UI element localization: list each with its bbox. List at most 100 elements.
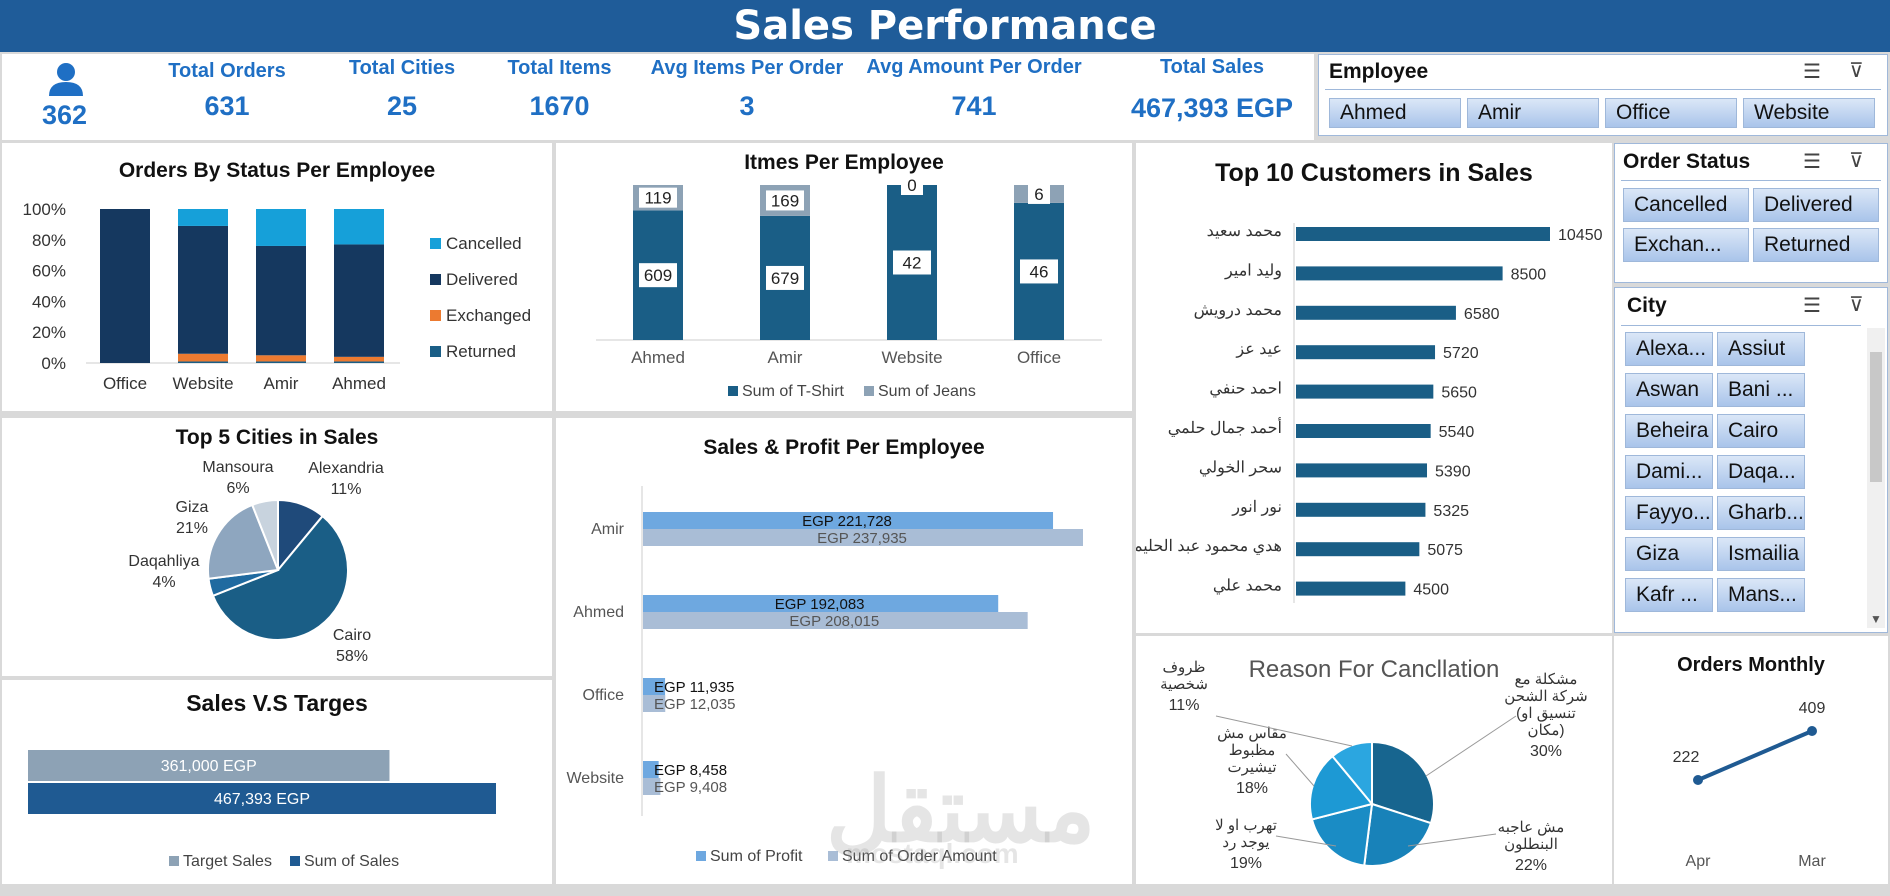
slicer-item-delivered[interactable]: Delivered [1753, 188, 1879, 222]
y-tick-label: 0% [41, 354, 66, 373]
slicer-item-amir[interactable]: Amir [1467, 98, 1599, 128]
legend-swatch [169, 856, 179, 866]
slicer-item-city[interactable]: Kafr ... [1625, 578, 1713, 612]
slicer-item-city[interactable]: Assiut [1717, 332, 1805, 366]
bar-amount [643, 695, 666, 712]
slicer-item-website[interactable]: Website [1743, 98, 1875, 128]
slicer-title: Employee [1329, 60, 1429, 83]
slicer-item-city[interactable]: Bani ... [1717, 373, 1805, 407]
y-tick-label: أحمد جمال حلمي [1168, 417, 1282, 437]
bar-segment [256, 355, 306, 362]
bar [1296, 581, 1406, 596]
pie-slice [1363, 802, 1433, 867]
orders-by-status-panel: Orders By Status Per Employee 100% 80% 60%… [2, 143, 552, 411]
slicer-item-city[interactable]: Fayyo... [1625, 496, 1713, 530]
legend-label: Sum of Sales [304, 853, 399, 870]
employee-slicer: Employee ☰ ⊽ Ahmed Amir Office Website [1318, 54, 1888, 136]
slicer-divider [1325, 89, 1881, 90]
data-label: 5540 [1439, 424, 1475, 441]
slicer-item-city[interactable]: Alexa... [1625, 332, 1713, 366]
label-box [1020, 259, 1058, 284]
bar-target [28, 750, 390, 781]
items-per-employee-chart: 609 119 Ahmed 679 169 Amir 42 0 Website 46 6 Office… [596, 175, 1102, 400]
data-label: 5325 [1433, 503, 1469, 520]
slicer-item-city[interactable]: Giza [1625, 537, 1713, 571]
clear-filter-icon[interactable]: ⊽ [1849, 294, 1864, 316]
slicer-item-ahmed[interactable]: Ahmed [1329, 98, 1461, 128]
slicer-item-city[interactable]: Daqa... [1717, 455, 1805, 489]
slicer-item-city[interactable]: Cairo [1717, 414, 1805, 448]
slicer-divider [1621, 325, 1861, 326]
data-label: 5390 [1435, 463, 1471, 480]
scrollbar-thumb[interactable] [1870, 352, 1882, 482]
slice-value: 22% [1515, 857, 1547, 874]
pie-slice [207, 503, 280, 580]
bar-segment [256, 209, 306, 246]
multi-select-icon[interactable]: ☰ [1803, 295, 1821, 317]
slice-value: 58% [336, 648, 368, 665]
employee-count-value: 362 [42, 100, 88, 130]
data-point [1693, 775, 1703, 785]
slice-value: 19% [1230, 855, 1262, 872]
top-customers-chart: 10450 محمد سعيد 8500 وليد امير 6580 محمد دروي… [1136, 223, 1603, 603]
clear-filter-icon[interactable]: ⊽ [1849, 60, 1864, 82]
slicer-item-city[interactable]: Ismailia [1717, 537, 1805, 571]
kpi-total-cities: Total Cities 25 [332, 57, 472, 122]
slicer-item-city[interactable]: Aswan [1625, 373, 1713, 407]
y-tick-label: Website [566, 770, 624, 787]
kpi-value: 25 [386, 91, 418, 121]
bar-segment [256, 361, 306, 363]
slicer-item-office[interactable]: Office [1605, 98, 1737, 128]
legend-swatch [430, 346, 441, 357]
data-label: 10450 [1558, 227, 1603, 244]
multi-select-icon[interactable]: ☰ [1803, 151, 1821, 173]
label-box [893, 250, 931, 275]
slice-label: يوجد رد [1222, 834, 1269, 851]
y-tick-label: احمد حنفي [1209, 381, 1282, 398]
slice-value: 11% [331, 481, 362, 498]
slice-label: Cairo [333, 627, 371, 644]
scrollbar[interactable]: ▼ [1867, 328, 1885, 628]
orders-by-status-chart: 100% 80% 60% 40% 20% 0% Office Website Amir Ahmed… [23, 200, 532, 393]
bar [1296, 384, 1434, 399]
kpi-total-items: Total Items 1670 [492, 57, 627, 122]
order-status-slicer: Order Status ☰ ⊽ Cancelled Delivered Exc… [1614, 143, 1888, 283]
data-label: EGP 9,408 [654, 779, 727, 796]
scroll-down-icon[interactable]: ▼ [1870, 612, 1882, 626]
y-tick-label: هدي محمود عبد الحليم [1136, 538, 1282, 555]
bar-profit [643, 512, 1054, 529]
kpi-avg-items: Avg Items Per Order 3 [647, 57, 847, 122]
label-box [901, 175, 923, 195]
leader-line [1275, 835, 1337, 847]
slicer-item-returned[interactable]: Returned [1753, 228, 1879, 262]
chart-title: Reason For Cancllation [1248, 656, 1500, 683]
multi-select-icon[interactable]: ☰ [1803, 61, 1821, 83]
slice-label: تهرب او لا [1215, 817, 1277, 834]
data-label: 0 [907, 176, 916, 195]
bar-segment [178, 361, 228, 363]
slice-label: مشكلة مع [1515, 671, 1578, 688]
data-label: 4500 [1413, 582, 1449, 599]
kpi-label: Total Sales [1159, 56, 1265, 78]
slicer-item-cancelled[interactable]: Cancelled [1623, 188, 1749, 222]
kpi-label: Total Cities [348, 57, 456, 79]
clear-filter-icon[interactable]: ⊽ [1849, 150, 1864, 172]
slice-label: ظروف [1162, 659, 1205, 676]
bar-segment [178, 353, 228, 362]
legend-swatch [728, 386, 738, 396]
slice-value: 6% [226, 480, 249, 497]
slice-value: 30% [1530, 743, 1562, 760]
slice-label: Giza [176, 499, 209, 516]
slicer-item-city[interactable]: Beheira [1625, 414, 1713, 448]
bar-sales [28, 783, 496, 814]
y-tick-label: سحر الخولي [1199, 459, 1282, 476]
x-tick-label: Office [103, 374, 147, 393]
slicer-item-city[interactable]: Mans... [1717, 578, 1805, 612]
slicer-item-city[interactable]: Gharb... [1717, 496, 1805, 530]
x-tick-label: Ahmed [631, 348, 685, 367]
slicer-item-exchanged[interactable]: Exchan... [1623, 228, 1749, 262]
slicer-item-city[interactable]: Dami... [1625, 455, 1713, 489]
slicer-title: City [1627, 294, 1667, 317]
leader-line [1407, 833, 1497, 847]
kpi-value: 3 [739, 91, 755, 121]
